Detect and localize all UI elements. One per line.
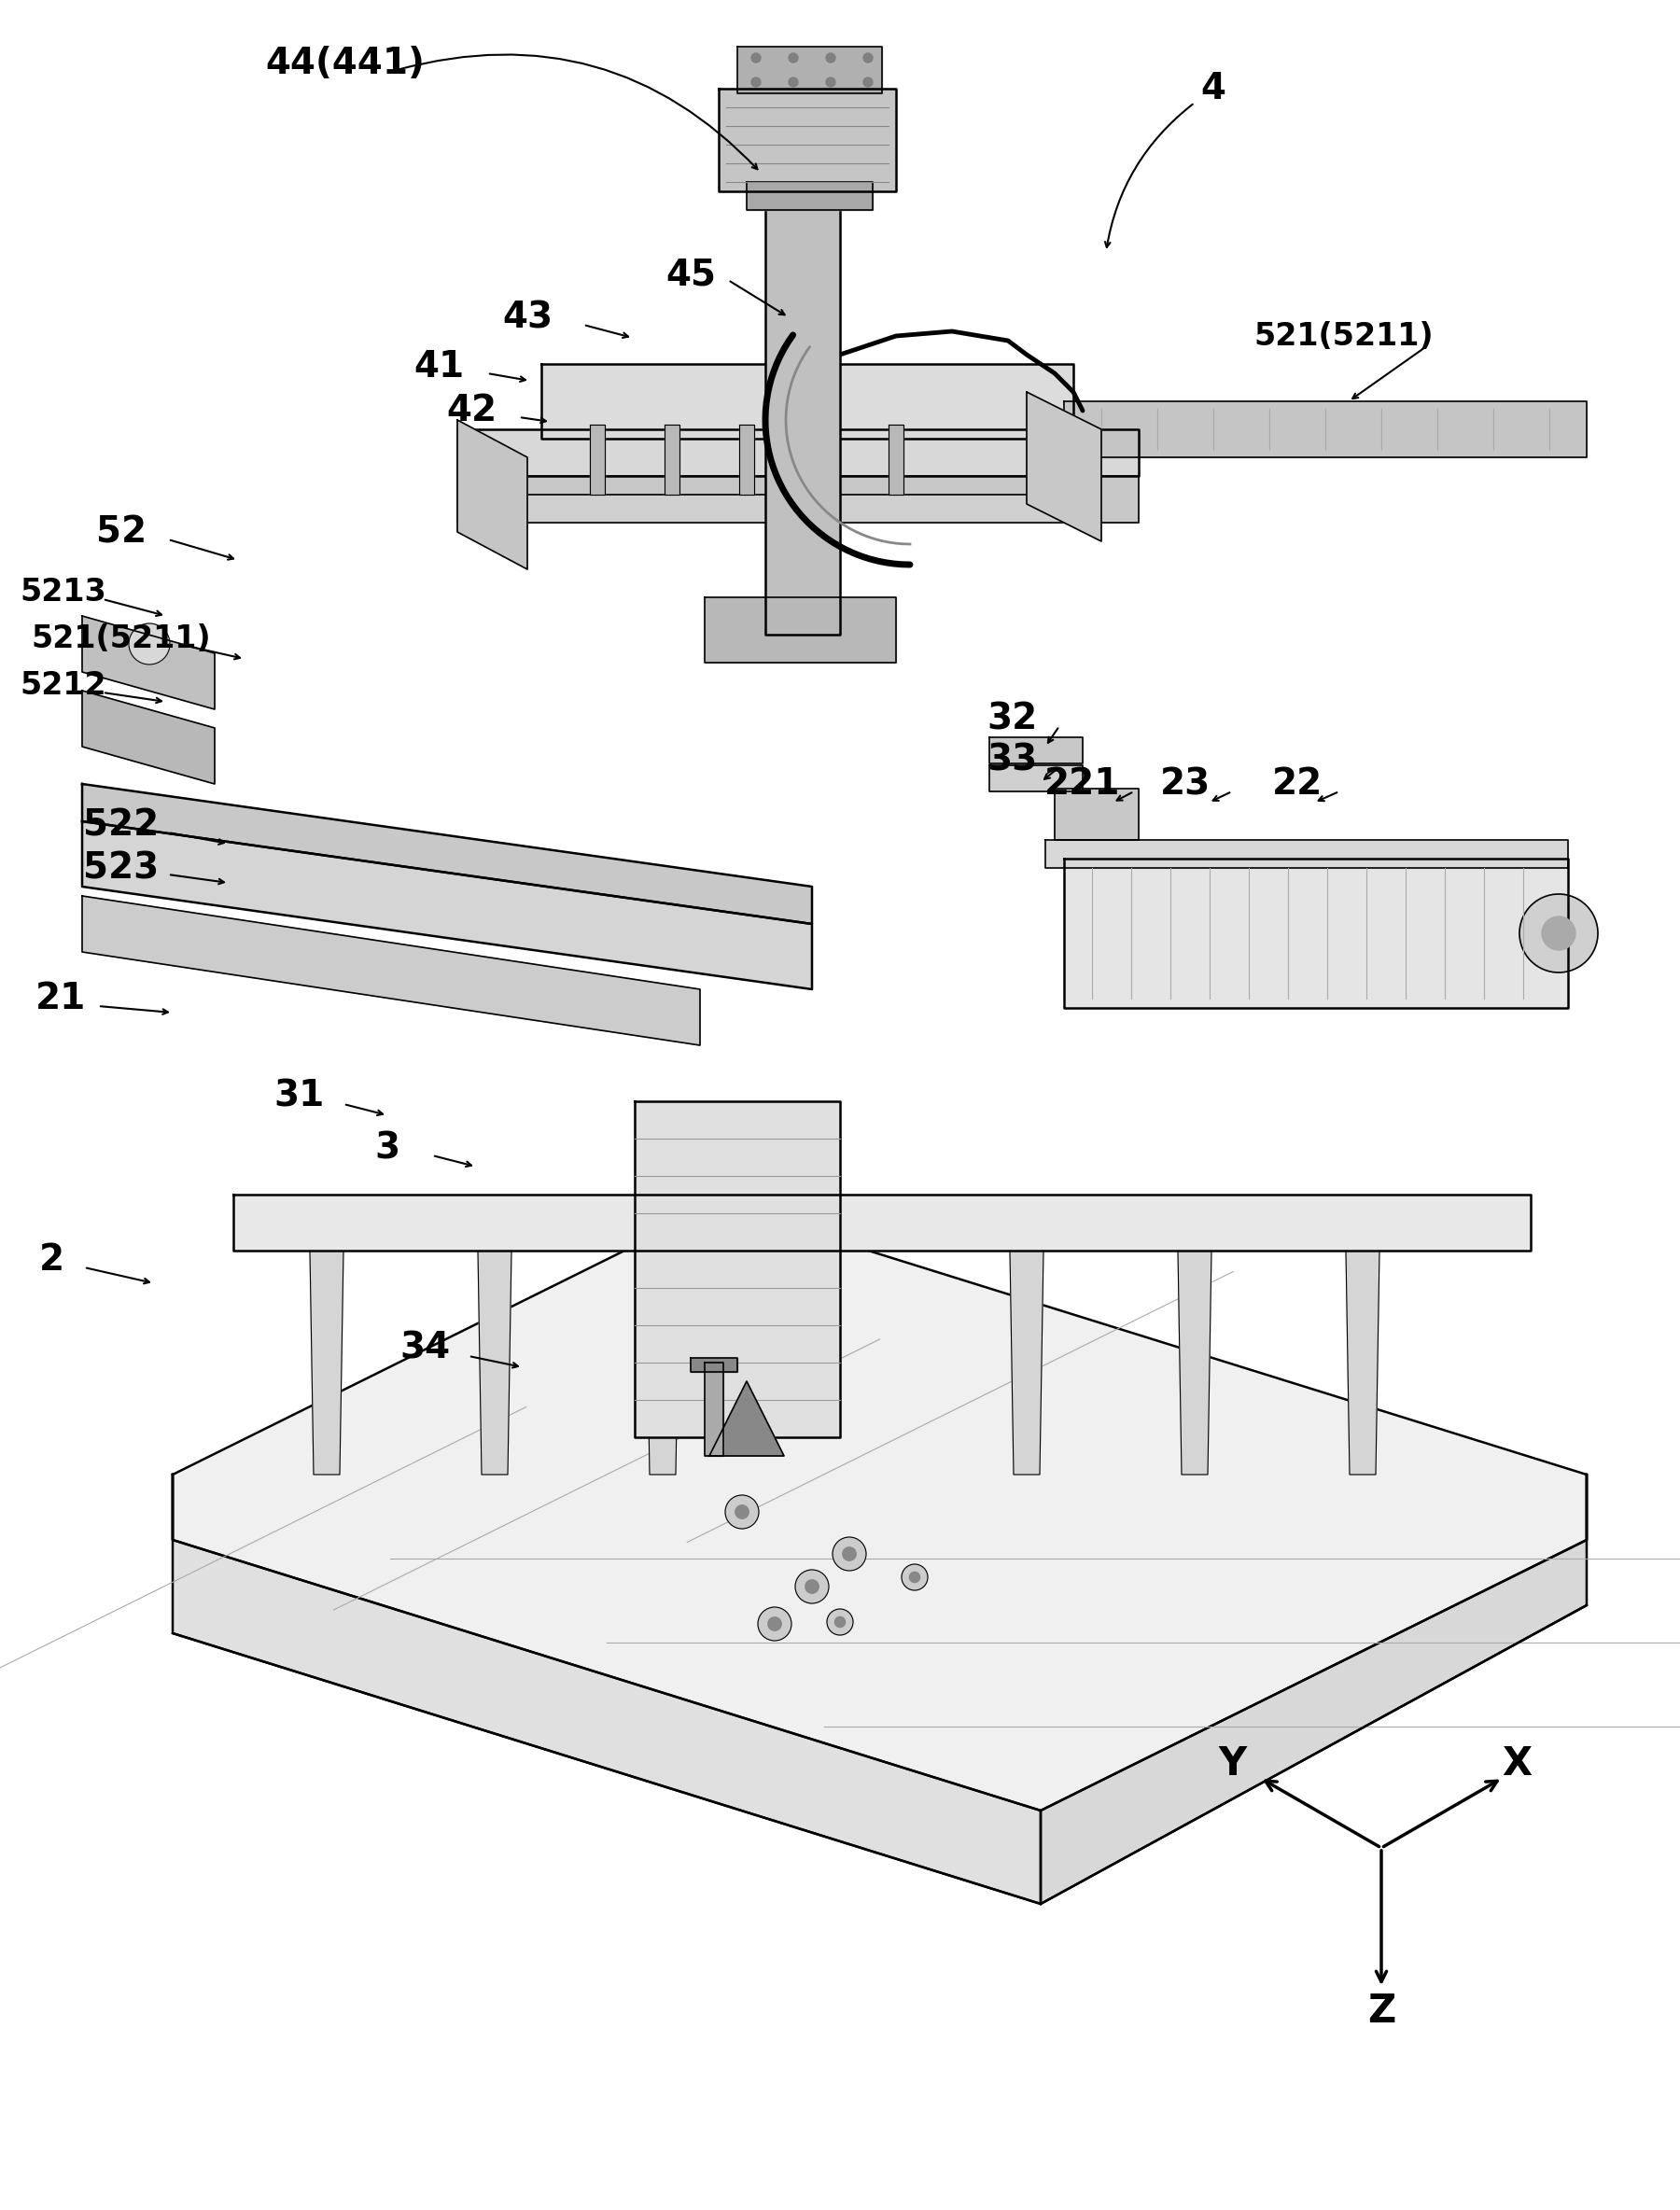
Polygon shape <box>1346 1251 1379 1474</box>
Polygon shape <box>82 785 811 924</box>
Text: 42: 42 <box>447 393 497 429</box>
Polygon shape <box>1055 789 1139 840</box>
Circle shape <box>1519 895 1598 972</box>
Text: 3: 3 <box>375 1129 400 1165</box>
Text: Y: Y <box>1218 1744 1247 1783</box>
Polygon shape <box>704 597 895 663</box>
Text: 521(5211): 521(5211) <box>1253 320 1435 351</box>
Text: 2: 2 <box>39 1242 64 1277</box>
Polygon shape <box>457 475 1139 522</box>
Text: 33: 33 <box>988 743 1038 778</box>
Circle shape <box>902 1565 927 1591</box>
Text: 23: 23 <box>1159 767 1211 802</box>
Circle shape <box>726 1496 759 1529</box>
Polygon shape <box>739 424 754 495</box>
Text: 32: 32 <box>988 701 1038 736</box>
Text: 34: 34 <box>400 1330 450 1366</box>
Circle shape <box>909 1571 921 1582</box>
Polygon shape <box>990 765 1082 791</box>
Polygon shape <box>1063 402 1586 457</box>
Circle shape <box>864 53 872 62</box>
Circle shape <box>795 1569 828 1604</box>
Polygon shape <box>990 738 1082 762</box>
Text: 41: 41 <box>413 349 464 385</box>
Polygon shape <box>590 424 605 495</box>
Text: 5213: 5213 <box>20 577 108 608</box>
Polygon shape <box>173 1204 1586 1810</box>
Polygon shape <box>504 495 1082 522</box>
Polygon shape <box>82 617 215 709</box>
Polygon shape <box>457 420 528 570</box>
Polygon shape <box>82 690 215 785</box>
Circle shape <box>805 1580 818 1593</box>
Text: 221: 221 <box>1045 767 1121 802</box>
Polygon shape <box>1026 391 1102 541</box>
Polygon shape <box>541 365 1074 438</box>
Polygon shape <box>645 1251 679 1474</box>
Circle shape <box>843 1547 857 1560</box>
Polygon shape <box>234 1196 1530 1251</box>
Polygon shape <box>709 1381 785 1456</box>
Polygon shape <box>82 822 811 990</box>
Polygon shape <box>635 1101 840 1436</box>
Circle shape <box>751 77 761 86</box>
Polygon shape <box>746 181 872 210</box>
Polygon shape <box>457 429 1139 475</box>
Polygon shape <box>690 1357 738 1372</box>
Text: 22: 22 <box>1272 767 1322 802</box>
Text: 522: 522 <box>84 809 160 844</box>
Circle shape <box>827 77 835 86</box>
Polygon shape <box>665 424 679 495</box>
Circle shape <box>864 77 872 86</box>
Text: 45: 45 <box>665 259 716 294</box>
Circle shape <box>788 77 798 86</box>
Circle shape <box>833 1538 867 1571</box>
Polygon shape <box>719 88 895 192</box>
Polygon shape <box>173 1474 1040 1903</box>
Circle shape <box>768 1618 781 1631</box>
Circle shape <box>758 1607 791 1640</box>
Circle shape <box>788 53 798 62</box>
Polygon shape <box>704 1364 724 1456</box>
Text: 5212: 5212 <box>20 670 108 701</box>
Polygon shape <box>1063 860 1567 1008</box>
Text: X: X <box>1502 1744 1532 1783</box>
Polygon shape <box>738 46 882 93</box>
Polygon shape <box>1178 1251 1211 1474</box>
Text: 43: 43 <box>502 301 553 336</box>
Polygon shape <box>82 895 701 1045</box>
Circle shape <box>751 53 761 62</box>
Polygon shape <box>1045 840 1567 869</box>
Polygon shape <box>477 1251 511 1474</box>
Circle shape <box>827 53 835 62</box>
Polygon shape <box>1010 1251 1043 1474</box>
Text: 4: 4 <box>1201 71 1226 106</box>
Text: 21: 21 <box>35 981 86 1017</box>
Polygon shape <box>1040 1474 1586 1903</box>
Text: 523: 523 <box>84 851 160 886</box>
Polygon shape <box>813 424 828 495</box>
Circle shape <box>1542 917 1576 950</box>
Text: 52: 52 <box>96 515 146 550</box>
Polygon shape <box>309 1251 343 1474</box>
Text: 521(5211): 521(5211) <box>32 623 212 654</box>
Text: 44(441): 44(441) <box>265 46 425 82</box>
Polygon shape <box>766 186 840 634</box>
Text: 31: 31 <box>274 1078 324 1114</box>
Circle shape <box>129 623 170 665</box>
Polygon shape <box>889 424 904 495</box>
Circle shape <box>835 1618 845 1627</box>
Circle shape <box>827 1609 853 1635</box>
Circle shape <box>736 1505 749 1518</box>
Text: Z: Z <box>1368 1991 1396 2031</box>
